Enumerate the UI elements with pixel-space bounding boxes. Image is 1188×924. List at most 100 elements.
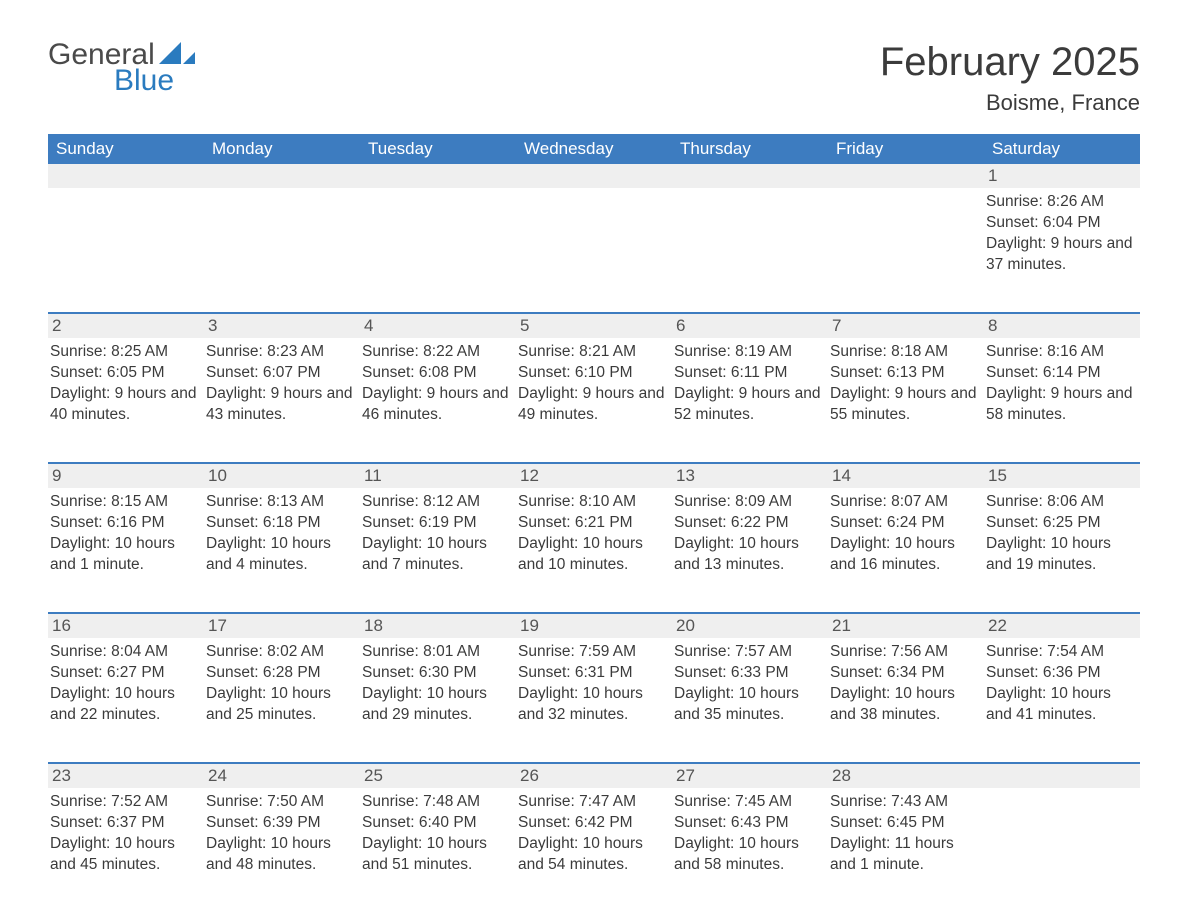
day-number: 28 — [828, 764, 984, 788]
day-cell: Sunrise: 8:16 AMSunset: 6:14 PMDaylight:… — [984, 338, 1140, 434]
day-number: 23 — [48, 764, 204, 788]
sunrise-text: Sunrise: 8:07 AM — [830, 492, 978, 513]
day-cell: Sunrise: 8:18 AMSunset: 6:13 PMDaylight:… — [828, 338, 984, 434]
day-cell — [516, 188, 672, 284]
day-number: 25 — [360, 764, 516, 788]
week-row: 232425262728Sunrise: 7:52 AMSunset: 6:37… — [48, 762, 1140, 884]
sunset-text: Sunset: 6:28 PM — [206, 663, 354, 684]
day-cell — [360, 188, 516, 284]
day-number: 15 — [984, 464, 1140, 488]
sunset-text: Sunset: 6:39 PM — [206, 813, 354, 834]
sunrise-text: Sunrise: 8:21 AM — [518, 342, 666, 363]
week-row: 16171819202122Sunrise: 8:04 AMSunset: 6:… — [48, 612, 1140, 734]
sunset-text: Sunset: 6:31 PM — [518, 663, 666, 684]
sunrise-text: Sunrise: 8:01 AM — [362, 642, 510, 663]
day-cells: Sunrise: 8:04 AMSunset: 6:27 PM Daylight:… — [48, 638, 1140, 734]
sunrise-text: Sunrise: 8:23 AM — [206, 342, 354, 363]
title-block: February 2025 Boisme, France — [880, 40, 1140, 116]
day-number: 14 — [828, 464, 984, 488]
sunset-text: Sunset: 6:08 PM — [362, 363, 510, 384]
sunrise-text: Sunrise: 7:59 AM — [518, 642, 666, 663]
daylight-text: Daylight: 10 hours and 38 minutes. — [830, 684, 978, 726]
day-number — [984, 764, 1140, 788]
day-cell: Sunrise: 8:23 AMSunset: 6:07 PMDaylight:… — [204, 338, 360, 434]
day-cell: Sunrise: 8:13 AMSunset: 6:18 PMDaylight:… — [204, 488, 360, 584]
day-cell: Sunrise: 7:52 AMSunset: 6:37 PMDaylight:… — [48, 788, 204, 884]
daylight-text: Daylight: 10 hours and 51 minutes. — [362, 834, 510, 876]
daylight-text: Daylight: 10 hours and 58 minutes. — [674, 834, 822, 876]
day-cell — [672, 188, 828, 284]
day-cell — [984, 788, 1140, 884]
daylight-text: Daylight: 10 hours and 10 minutes. — [518, 534, 666, 576]
dow-friday: Friday — [828, 134, 984, 164]
location: Boisme, France — [880, 90, 1140, 116]
day-number — [48, 164, 204, 188]
sunrise-text: Sunrise: 8:15 AM — [50, 492, 198, 513]
day-cell: Sunrise: 8:09 AMSunset: 6:22 PMDaylight:… — [672, 488, 828, 584]
daylight-text: Daylight: 10 hours and 16 minutes. — [830, 534, 978, 576]
sunset-text: Sunset: 6:24 PM — [830, 513, 978, 534]
sunset-text: Sunset: 6:22 PM — [674, 513, 822, 534]
sunrise-text: Sunrise: 8:19 AM — [674, 342, 822, 363]
day-number: 18 — [360, 614, 516, 638]
week-row: 9101112131415Sunrise: 8:15 AMSunset: 6:1… — [48, 462, 1140, 584]
day-cell: Sunrise: 8:15 AMSunset: 6:16 PMDaylight:… — [48, 488, 204, 584]
dow-sunday: Sunday — [48, 134, 204, 164]
day-number: 22 — [984, 614, 1140, 638]
sunset-text: Sunset: 6:11 PM — [674, 363, 822, 384]
sunset-text: Sunset: 6:37 PM — [50, 813, 198, 834]
daylight-text: Daylight: 10 hours and 7 minutes. — [362, 534, 510, 576]
sunset-text: Sunset: 6:18 PM — [206, 513, 354, 534]
sunrise-text: Sunrise: 8:25 AM — [50, 342, 198, 363]
daylight-text: Daylight: 10 hours and 32 minutes. — [518, 684, 666, 726]
sunrise-text: Sunrise: 8:22 AM — [362, 342, 510, 363]
dow-thursday: Thursday — [672, 134, 828, 164]
day-number — [672, 164, 828, 188]
day-cell: Sunrise: 8:19 AMSunset: 6:11 PMDaylight:… — [672, 338, 828, 434]
day-number: 24 — [204, 764, 360, 788]
daynum-band: 1 — [48, 164, 1140, 188]
day-cell: Sunrise: 7:50 AMSunset: 6:39 PMDaylight:… — [204, 788, 360, 884]
sunset-text: Sunset: 6:45 PM — [830, 813, 978, 834]
day-number — [828, 164, 984, 188]
day-number: 27 — [672, 764, 828, 788]
daynum-band: 2345678 — [48, 314, 1140, 338]
sunset-text: Sunset: 6:10 PM — [518, 363, 666, 384]
day-number: 10 — [204, 464, 360, 488]
sunset-text: Sunset: 6:27 PM — [50, 663, 198, 684]
sunset-text: Sunset: 6:25 PM — [986, 513, 1134, 534]
sunrise-text: Sunrise: 7:56 AM — [830, 642, 978, 663]
day-cell: Sunrise: 8:02 AMSunset: 6:28 PMDaylight:… — [204, 638, 360, 734]
sunrise-text: Sunrise: 8:18 AM — [830, 342, 978, 363]
day-cell — [828, 188, 984, 284]
day-cell: Sunrise: 8:07 AMSunset: 6:24 PMDaylight:… — [828, 488, 984, 584]
sunrise-text: Sunrise: 7:50 AM — [206, 792, 354, 813]
day-cell: Sunrise: 7:57 AMSunset: 6:33 PMDaylight:… — [672, 638, 828, 734]
daylight-text: Daylight: 9 hours and 43 minutes. — [206, 384, 354, 426]
week-row: 1Sunrise: 8:26 AMSunset: 6:04 PMDaylight… — [48, 164, 1140, 284]
day-cells: Sunrise: 8:26 AMSunset: 6:04 PMDaylight:… — [48, 188, 1140, 284]
day-cell: Sunrise: 8:06 AMSunset: 6:25 PMDaylight:… — [984, 488, 1140, 584]
sunset-text: Sunset: 6:21 PM — [518, 513, 666, 534]
daylight-text: Daylight: 9 hours and 40 minutes. — [50, 384, 198, 426]
day-of-week-header: SundayMondayTuesdayWednesdayThursdayFrid… — [48, 134, 1140, 164]
daylight-text: Daylight: 10 hours and 25 minutes. — [206, 684, 354, 726]
sunrise-text: Sunrise: 7:48 AM — [362, 792, 510, 813]
sunrise-text: Sunrise: 8:04 AM — [50, 642, 198, 663]
sunrise-text: Sunrise: 8:09 AM — [674, 492, 822, 513]
week-row: 2345678Sunrise: 8:25 AMSunset: 6:05 PMDa… — [48, 312, 1140, 434]
sunrise-text: Sunrise: 8:06 AM — [986, 492, 1134, 513]
day-cell: Sunrise: 8:25 AMSunset: 6:05 PMDaylight:… — [48, 338, 204, 434]
day-number: 20 — [672, 614, 828, 638]
sunrise-text: Sunrise: 7:45 AM — [674, 792, 822, 813]
day-cell: Sunrise: 8:04 AMSunset: 6:27 PMDaylight:… — [48, 638, 204, 734]
dow-saturday: Saturday — [984, 134, 1140, 164]
day-number — [204, 164, 360, 188]
day-number: 11 — [360, 464, 516, 488]
day-cell — [204, 188, 360, 284]
sunrise-text: Sunrise: 7:43 AM — [830, 792, 978, 813]
daynum-band: 16171819202122 — [48, 614, 1140, 638]
sunrise-text: Sunrise: 7:47 AM — [518, 792, 666, 813]
sunrise-text: Sunrise: 8:12 AM — [362, 492, 510, 513]
dow-wednesday: Wednesday — [516, 134, 672, 164]
